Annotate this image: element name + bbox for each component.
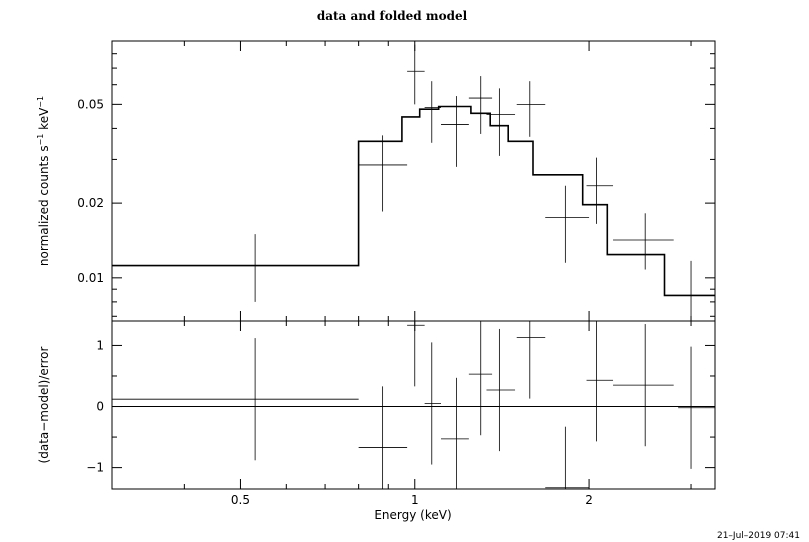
residual-panel: −1 0 1 (data−model)/error xyxy=(37,320,716,490)
timestamp: 21–Jul–2019 07:41 xyxy=(717,531,800,541)
data-point xyxy=(424,81,442,143)
spectrum-y-label: normalized counts s−1 keV−1 xyxy=(36,96,51,266)
residual-point xyxy=(545,426,590,489)
data-point xyxy=(468,76,493,134)
residual-x-ticks xyxy=(111,321,692,489)
x-tick-label: 2 xyxy=(585,493,593,507)
model-steps xyxy=(112,105,715,297)
data-point xyxy=(407,44,425,105)
data-point xyxy=(586,157,614,224)
ylabel-part-1: normalized counts s xyxy=(37,145,51,266)
residual-point xyxy=(407,321,425,387)
spectrum-y-ticks: 0.01 0.02 0.05 xyxy=(77,53,715,317)
spectrum-frame xyxy=(111,40,716,322)
y-tick-label: 0.05 xyxy=(77,97,104,111)
x-tick-labels: 0.5 1 2 xyxy=(231,493,593,507)
y-tick-label: 0 xyxy=(96,400,104,414)
residual-y-label: (data−model)/error xyxy=(37,346,51,463)
x-tick-label: 0.5 xyxy=(231,493,250,507)
spectrum-panel: 0.010.020.05 normalized counts s−1 keV−1 xyxy=(36,40,716,322)
spectrum-data-points xyxy=(112,44,715,322)
residual-point xyxy=(678,346,715,469)
residual-point xyxy=(468,321,493,436)
residual-point xyxy=(486,328,516,452)
data-point xyxy=(486,88,516,156)
y-tick-label: −1 xyxy=(86,461,104,475)
residual-point xyxy=(516,321,546,399)
y-tick-label: 1 xyxy=(96,338,104,352)
ylabel-part-4: −1 xyxy=(36,96,45,108)
residual-point xyxy=(112,338,359,461)
residual-point xyxy=(613,324,674,447)
data-point xyxy=(516,81,546,137)
residual-point xyxy=(358,386,408,489)
data-point xyxy=(678,260,715,322)
model-step-line xyxy=(112,105,715,297)
data-point xyxy=(358,135,408,212)
residual-data-points xyxy=(112,321,715,489)
residual-frame xyxy=(111,320,716,490)
chart-title: data and folded model xyxy=(317,9,468,23)
residual-point xyxy=(441,377,469,489)
data-point xyxy=(112,234,359,302)
y-tick-label: 0.02 xyxy=(77,196,104,210)
data-point xyxy=(441,96,469,167)
residual-point xyxy=(586,321,614,442)
x-axis-label: Energy (keV) xyxy=(374,508,451,522)
data-point xyxy=(545,185,590,263)
ylabel-part-3: keV xyxy=(37,107,51,134)
y-tick-label: 0.01 xyxy=(77,271,104,285)
residual-y-ticks: −1 0 1 xyxy=(86,338,715,475)
ylabel-part-2: −1 xyxy=(36,134,45,146)
residual-point xyxy=(424,342,442,465)
spectrum-x-ticks xyxy=(111,41,692,321)
x-tick-label: 1 xyxy=(411,493,419,507)
data-point xyxy=(613,213,674,270)
